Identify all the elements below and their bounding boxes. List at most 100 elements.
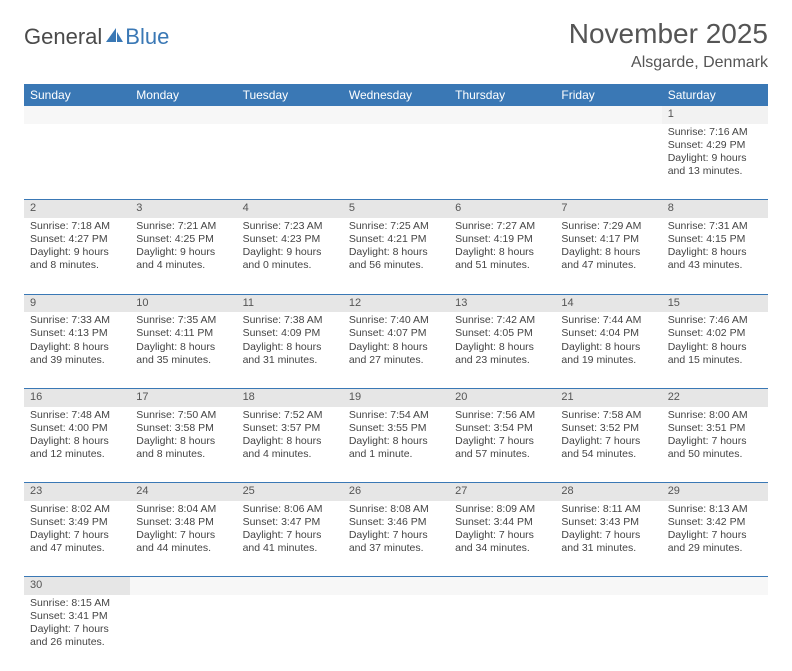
weekday-header: Sunday — [24, 84, 130, 106]
day-number-cell — [343, 577, 449, 595]
daylight-text: Daylight: 7 hours and 47 minutes. — [30, 529, 124, 555]
day-details: Sunrise: 8:02 AMSunset: 3:49 PMDaylight:… — [24, 501, 130, 560]
sunrise-text: Sunrise: 7:58 AM — [561, 409, 655, 422]
daylight-text: Daylight: 7 hours and 44 minutes. — [136, 529, 230, 555]
day-number-cell: 9 — [24, 294, 130, 312]
sunrise-text: Sunrise: 7:31 AM — [668, 220, 762, 233]
day-details: Sunrise: 8:08 AMSunset: 3:46 PMDaylight:… — [343, 501, 449, 560]
day-number-cell — [130, 577, 236, 595]
sunrise-text: Sunrise: 8:11 AM — [561, 503, 655, 516]
day-number-cell: 18 — [237, 388, 343, 406]
day-number-row: 30 — [24, 577, 768, 595]
calendar-day-cell: Sunrise: 7:25 AMSunset: 4:21 PMDaylight:… — [343, 218, 449, 294]
sunset-text: Sunset: 3:58 PM — [136, 422, 230, 435]
daylight-text: Daylight: 8 hours and 27 minutes. — [349, 341, 443, 367]
sunset-text: Sunset: 4:07 PM — [349, 327, 443, 340]
sunrise-text: Sunrise: 7:44 AM — [561, 314, 655, 327]
calendar-day-cell — [343, 124, 449, 200]
day-number-cell: 7 — [555, 200, 661, 218]
daylight-text: Daylight: 8 hours and 1 minute. — [349, 435, 443, 461]
location-label: Alsgarde, Denmark — [569, 54, 768, 72]
daylight-text: Daylight: 8 hours and 12 minutes. — [30, 435, 124, 461]
sunrise-text: Sunrise: 7:54 AM — [349, 409, 443, 422]
sunset-text: Sunset: 3:41 PM — [30, 610, 124, 623]
sunrise-text: Sunrise: 7:21 AM — [136, 220, 230, 233]
weekday-header: Wednesday — [343, 84, 449, 106]
daylight-text: Daylight: 8 hours and 23 minutes. — [455, 341, 549, 367]
daylight-text: Daylight: 8 hours and 15 minutes. — [668, 341, 762, 367]
day-number-cell: 28 — [555, 483, 661, 501]
day-details: Sunrise: 7:52 AMSunset: 3:57 PMDaylight:… — [237, 407, 343, 466]
day-number-cell: 13 — [449, 294, 555, 312]
day-details: Sunrise: 8:11 AMSunset: 3:43 PMDaylight:… — [555, 501, 661, 560]
calendar-day-cell: Sunrise: 8:11 AMSunset: 3:43 PMDaylight:… — [555, 501, 661, 577]
day-details: Sunrise: 7:25 AMSunset: 4:21 PMDaylight:… — [343, 218, 449, 277]
calendar-week-row: Sunrise: 7:16 AMSunset: 4:29 PMDaylight:… — [24, 124, 768, 200]
day-details: Sunrise: 7:38 AMSunset: 4:09 PMDaylight:… — [237, 312, 343, 371]
sunrise-text: Sunrise: 7:50 AM — [136, 409, 230, 422]
day-number-cell: 2 — [24, 200, 130, 218]
day-number-cell — [662, 577, 768, 595]
day-number-cell: 21 — [555, 388, 661, 406]
day-number-cell — [449, 577, 555, 595]
calendar-day-cell: Sunrise: 7:29 AMSunset: 4:17 PMDaylight:… — [555, 218, 661, 294]
calendar-day-cell: Sunrise: 7:33 AMSunset: 4:13 PMDaylight:… — [24, 312, 130, 388]
day-number-cell: 27 — [449, 483, 555, 501]
daylight-text: Daylight: 8 hours and 31 minutes. — [243, 341, 337, 367]
day-number-cell: 16 — [24, 388, 130, 406]
day-number-row: 1 — [24, 106, 768, 124]
day-number-cell — [343, 106, 449, 124]
logo-text-general: General — [24, 24, 102, 50]
day-number-cell — [24, 106, 130, 124]
sunset-text: Sunset: 4:19 PM — [455, 233, 549, 246]
sunrise-text: Sunrise: 8:02 AM — [30, 503, 124, 516]
daylight-text: Daylight: 8 hours and 19 minutes. — [561, 341, 655, 367]
day-details: Sunrise: 8:09 AMSunset: 3:44 PMDaylight:… — [449, 501, 555, 560]
day-number-cell: 8 — [662, 200, 768, 218]
calendar-day-cell: Sunrise: 7:40 AMSunset: 4:07 PMDaylight:… — [343, 312, 449, 388]
day-details: Sunrise: 7:18 AMSunset: 4:27 PMDaylight:… — [24, 218, 130, 277]
calendar-day-cell: Sunrise: 7:16 AMSunset: 4:29 PMDaylight:… — [662, 124, 768, 200]
day-number-cell: 24 — [130, 483, 236, 501]
daylight-text: Daylight: 7 hours and 54 minutes. — [561, 435, 655, 461]
day-number-cell: 6 — [449, 200, 555, 218]
daylight-text: Daylight: 9 hours and 13 minutes. — [668, 152, 762, 178]
sunrise-text: Sunrise: 7:56 AM — [455, 409, 549, 422]
calendar-day-cell: Sunrise: 7:35 AMSunset: 4:11 PMDaylight:… — [130, 312, 236, 388]
daylight-text: Daylight: 8 hours and 47 minutes. — [561, 246, 655, 272]
sunset-text: Sunset: 3:57 PM — [243, 422, 337, 435]
calendar-week-row: Sunrise: 7:33 AMSunset: 4:13 PMDaylight:… — [24, 312, 768, 388]
daylight-text: Daylight: 8 hours and 51 minutes. — [455, 246, 549, 272]
sunset-text: Sunset: 4:09 PM — [243, 327, 337, 340]
daylight-text: Daylight: 8 hours and 35 minutes. — [136, 341, 230, 367]
sunset-text: Sunset: 4:17 PM — [561, 233, 655, 246]
sunset-text: Sunset: 3:44 PM — [455, 516, 549, 529]
sunset-text: Sunset: 4:15 PM — [668, 233, 762, 246]
calendar-day-cell: Sunrise: 7:52 AMSunset: 3:57 PMDaylight:… — [237, 407, 343, 483]
weekday-header-row: Sunday Monday Tuesday Wednesday Thursday… — [24, 84, 768, 106]
sunrise-text: Sunrise: 8:00 AM — [668, 409, 762, 422]
sunrise-text: Sunrise: 8:08 AM — [349, 503, 443, 516]
calendar-week-row: Sunrise: 8:15 AMSunset: 3:41 PMDaylight:… — [24, 595, 768, 671]
sunrise-text: Sunrise: 7:29 AM — [561, 220, 655, 233]
daylight-text: Daylight: 7 hours and 50 minutes. — [668, 435, 762, 461]
day-number-cell: 4 — [237, 200, 343, 218]
day-number-cell: 23 — [24, 483, 130, 501]
sunrise-text: Sunrise: 7:16 AM — [668, 126, 762, 139]
calendar-day-cell: Sunrise: 7:21 AMSunset: 4:25 PMDaylight:… — [130, 218, 236, 294]
day-number-cell: 17 — [130, 388, 236, 406]
calendar-day-cell — [555, 124, 661, 200]
calendar-day-cell — [237, 124, 343, 200]
day-details: Sunrise: 7:21 AMSunset: 4:25 PMDaylight:… — [130, 218, 236, 277]
sunset-text: Sunset: 4:04 PM — [561, 327, 655, 340]
sunset-text: Sunset: 3:47 PM — [243, 516, 337, 529]
month-title: November 2025 — [569, 18, 768, 50]
day-details: Sunrise: 7:46 AMSunset: 4:02 PMDaylight:… — [662, 312, 768, 371]
calendar-day-cell — [343, 595, 449, 671]
weekday-header: Thursday — [449, 84, 555, 106]
day-number-cell: 22 — [662, 388, 768, 406]
calendar-day-cell: Sunrise: 8:09 AMSunset: 3:44 PMDaylight:… — [449, 501, 555, 577]
day-number-cell: 14 — [555, 294, 661, 312]
daylight-text: Daylight: 8 hours and 4 minutes. — [243, 435, 337, 461]
calendar-day-cell — [555, 595, 661, 671]
